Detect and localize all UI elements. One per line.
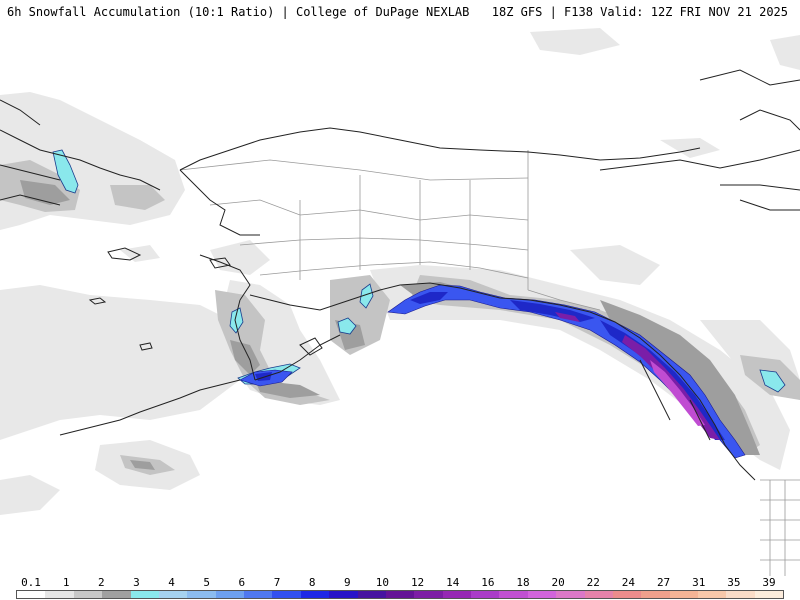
colorbar-tick-label: 2 (97, 576, 105, 589)
snowfall-magenta-layer (650, 360, 705, 426)
colorbar-tick-label: 5 (203, 576, 211, 589)
colorbar-labels: 0.1 1 2 3 4 5 6 7 8 9 10 12 14 16 18 20 22 24 27 31 35 39 (0, 576, 800, 590)
colorbar-tick-label: 0.1 (21, 576, 41, 589)
colorbar-swatch (669, 591, 698, 598)
colorbar-tick-label: 27 (656, 576, 671, 589)
colorbar-swatch (272, 591, 301, 598)
colorbar-tick-label: 39 (762, 576, 776, 589)
colorbar-tick-label: 35 (727, 576, 741, 589)
colorbar-tick-label: 7 (273, 576, 281, 589)
colorbar-tick-label: 4 (168, 576, 175, 589)
colorbar-swatch (102, 591, 131, 598)
map-title: 6h Snowfall Accumulation (10:1 Ratio) | … (7, 5, 470, 19)
model-valid-time: 18Z GFS | F138 Valid: 12Z FRI NOV 21 202… (491, 5, 788, 19)
snowfall-map (0, 28, 800, 576)
colorbar-swatch (244, 591, 273, 598)
colorbar-tick-label: 10 (375, 576, 390, 589)
colorbar-swatch (414, 591, 443, 598)
colorbar-swatch (584, 591, 613, 598)
colorbar-tick-label: 22 (586, 576, 600, 589)
colorbar-swatch (130, 591, 159, 598)
colorbar-tick-label: 3 (133, 576, 140, 589)
colorbar-swatch (556, 591, 585, 598)
colorbar-tick-label: 20 (551, 576, 565, 589)
colorbar-tick-label: 1 (62, 576, 70, 589)
colorbar-swatch (499, 591, 528, 598)
colorbar-swatch (385, 591, 415, 598)
colorbar-swatch (442, 591, 471, 598)
colorbar-swatch (215, 591, 244, 598)
colorbar-legend: 0.1 1 2 3 4 5 6 7 8 9 10 12 14 16 18 20 22 24 27 31 35 39 (0, 576, 800, 600)
colorbar-tick-label: 16 (481, 576, 495, 589)
colorbar-swatch (612, 591, 642, 598)
political-borders (179, 150, 800, 576)
colorbar-swatch (300, 591, 330, 598)
colorbar-swatch (471, 591, 500, 598)
colorbar-swatch (726, 591, 755, 598)
colorbar-swatch (45, 591, 74, 598)
colorbar-swatch (187, 591, 216, 598)
colorbar-tick-label: 6 (238, 576, 246, 589)
snowfall-trace-layer (0, 28, 800, 515)
colorbar-tick-label: 31 (692, 576, 706, 589)
colorbar-tick-label: 18 (516, 576, 530, 589)
colorbar-swatch (527, 591, 557, 598)
colorbar-tick-label: 8 (308, 576, 316, 589)
colorbar-swatches (16, 590, 784, 599)
colorbar-swatch (357, 591, 386, 598)
colorbar-swatch (754, 591, 784, 598)
colorbar-swatch (17, 591, 46, 598)
colorbar-tick-label: 12 (410, 576, 425, 589)
colorbar-swatch (73, 591, 103, 598)
colorbar-tick-label: 24 (621, 576, 636, 589)
colorbar-tick-label: 9 (343, 576, 351, 589)
colorbar-swatch (641, 591, 670, 598)
coastlines (0, 69, 800, 481)
colorbar-swatch (698, 591, 727, 598)
colorbar-tick-label: 14 (446, 576, 460, 589)
colorbar-swatch (329, 591, 358, 598)
colorbar-swatch (158, 591, 188, 598)
header-bar: 6h Snowfall Accumulation (10:1 Ratio) | … (0, 0, 800, 22)
